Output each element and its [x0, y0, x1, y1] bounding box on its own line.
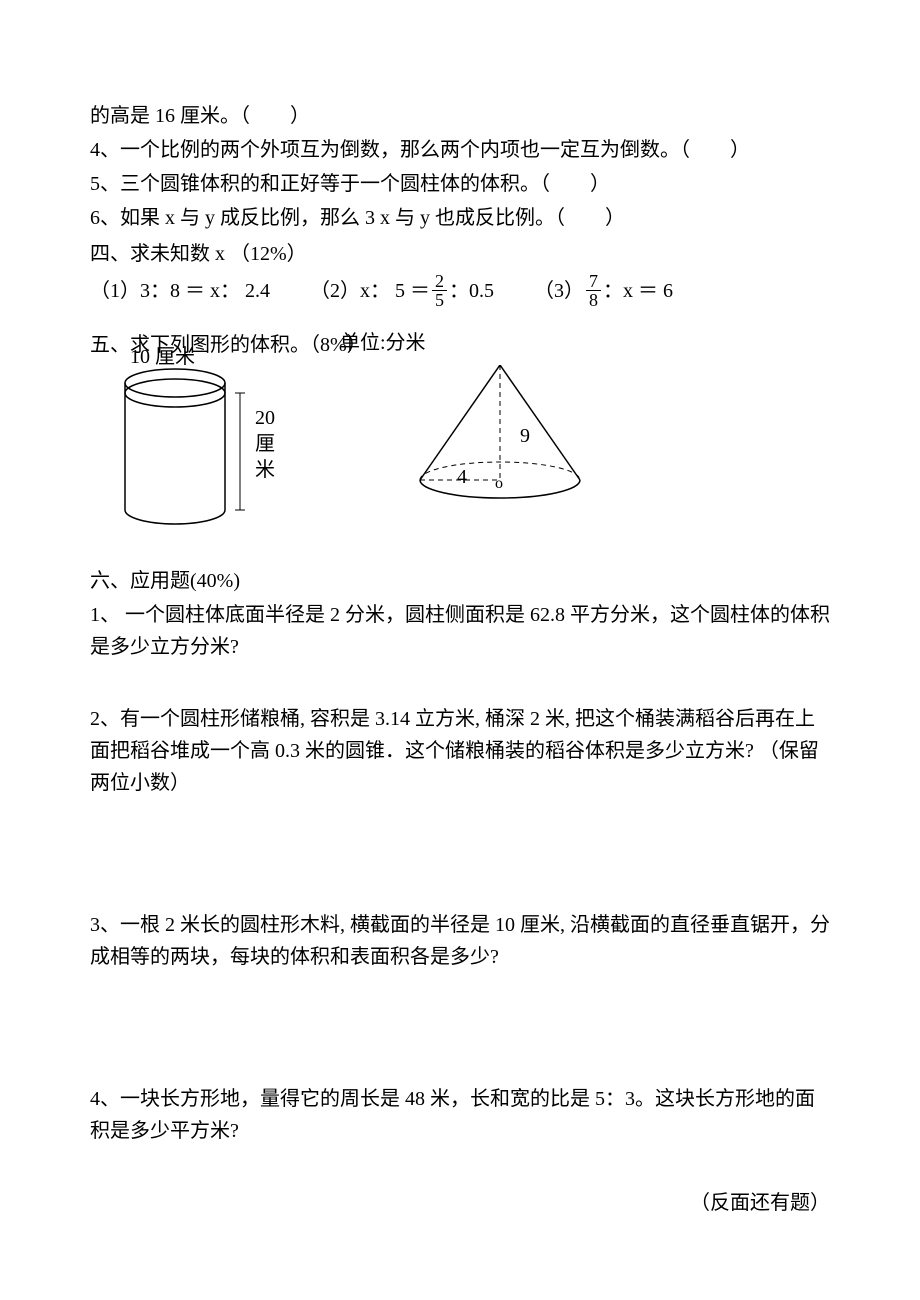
cone-height-label: 9	[520, 420, 530, 452]
cylinder-height-unit-1: 厘	[255, 431, 275, 457]
section-6-heading: 六、应用题(40%)	[90, 565, 830, 597]
equation-3-prefix: （3）	[534, 275, 584, 307]
equation-2-suffix: ：0.5	[449, 275, 494, 307]
equation-2-prefix: （2）x： 5 ＝	[310, 275, 430, 307]
question-3-continuation: 的高是 16 厘米。（ ）	[90, 100, 830, 132]
cylinder-height-unit-2: 米	[255, 457, 275, 483]
fraction-denominator: 8	[586, 290, 601, 309]
equation-1: （1）3：8 ＝ x： 2.4	[90, 272, 270, 309]
equations-row: （1）3：8 ＝ x： 2.4 （2）x： 5 ＝ 2 5 ：0.5 （3） 7…	[90, 272, 830, 309]
section-5: 五、求下列图形的体积。（8%） 10 厘米 20 厘 米 单位:分米	[90, 329, 830, 545]
svg-text:o: o	[495, 475, 503, 492]
fraction-denominator: 5	[432, 290, 447, 309]
cylinder-figure: 10 厘米 20 厘 米	[90, 365, 270, 545]
fraction-2-5: 2 5	[432, 272, 447, 309]
cone-radius-label: 4	[457, 461, 467, 493]
fraction-7-8: 7 8	[586, 272, 601, 309]
cone-unit-label: 单位:分米	[340, 327, 426, 359]
equation-3-suffix: ：x ＝ 6	[603, 275, 673, 307]
cone-figure: 单位:分米 o 9 4	[390, 365, 610, 545]
question-5: 5、三个圆锥体积的和正好等于一个圆柱体的体积。（ ）	[90, 168, 830, 200]
question-6: 6、如果 x 与 y 成反比例，那么 3 x 与 y 也成反比例。（ ）	[90, 202, 830, 234]
equation-3: （3） 7 8 ：x ＝ 6	[534, 272, 673, 309]
equation-2: （2）x： 5 ＝ 2 5 ：0.5	[310, 272, 494, 309]
cylinder-height-label: 20 厘 米	[255, 405, 275, 483]
fraction-numerator: 2	[432, 272, 447, 290]
problem-2: 2、有一个圆柱形储粮桶, 容积是 3.14 立方米, 桶深 2 米, 把这个桶装…	[90, 703, 830, 799]
fraction-numerator: 7	[586, 272, 601, 290]
cylinder-diameter-label: 10 厘米	[130, 341, 195, 373]
problem-3: 3、一根 2 米长的圆柱形木料, 横截面的半径是 10 厘米, 沿横截面的直径垂…	[90, 909, 830, 973]
section-4-heading: 四、求未知数 x （12%）	[90, 238, 830, 270]
cylinder-icon	[90, 365, 270, 535]
cone-icon: o	[390, 365, 610, 525]
problem-1: 1、 一个圆柱体底面半径是 2 分米，圆柱侧面积是 62.8 平方分米，这个圆柱…	[90, 599, 830, 663]
cylinder-height-value: 20	[255, 405, 275, 431]
question-4: 4、一个比例的两个外项互为倒数，那么两个内项也一定互为倒数。（ ）	[90, 134, 830, 166]
footer-note: （反面还有题）	[90, 1187, 830, 1219]
problem-4: 4、一块长方形地，量得它的周长是 48 米，长和宽的比是 5：3。这块长方形地的…	[90, 1083, 830, 1147]
